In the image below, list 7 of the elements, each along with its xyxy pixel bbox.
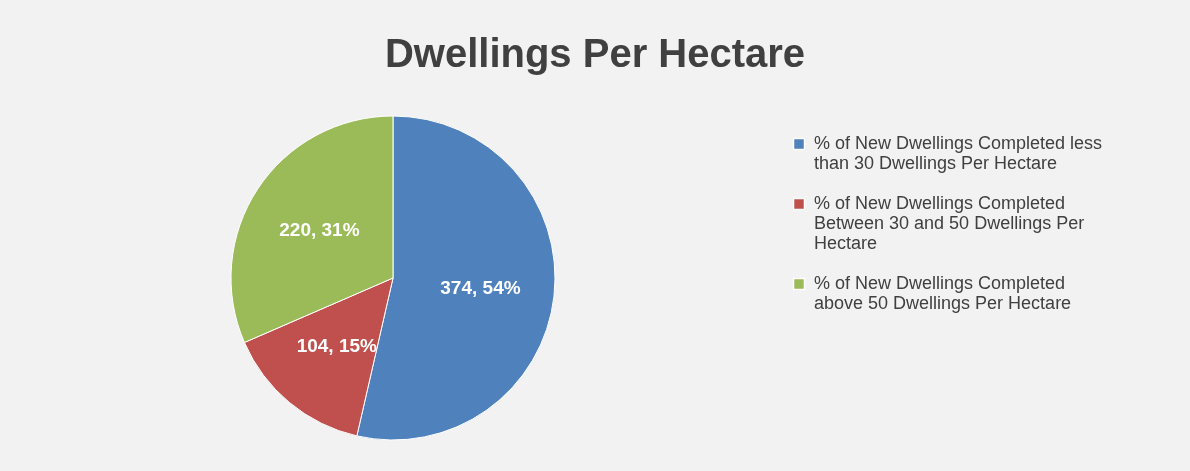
legend-label: % of New Dwellings Completed Between 30 and 50 Dwellings Per Hectare <box>814 193 1085 253</box>
data-label: 374, 54% <box>440 276 521 298</box>
data-label: 104, 15% <box>296 334 378 356</box>
data-label: 220, 31% <box>279 218 360 240</box>
chart-title: Dwellings Per Hectare <box>384 31 806 75</box>
legend-label: % of New Dwellings Completed less than 30 Dwellings Per Hectare <box>814 133 1103 173</box>
legend-label: % of New Dwellings Completed above 50 Dwellings Per Hectare <box>814 273 1072 313</box>
